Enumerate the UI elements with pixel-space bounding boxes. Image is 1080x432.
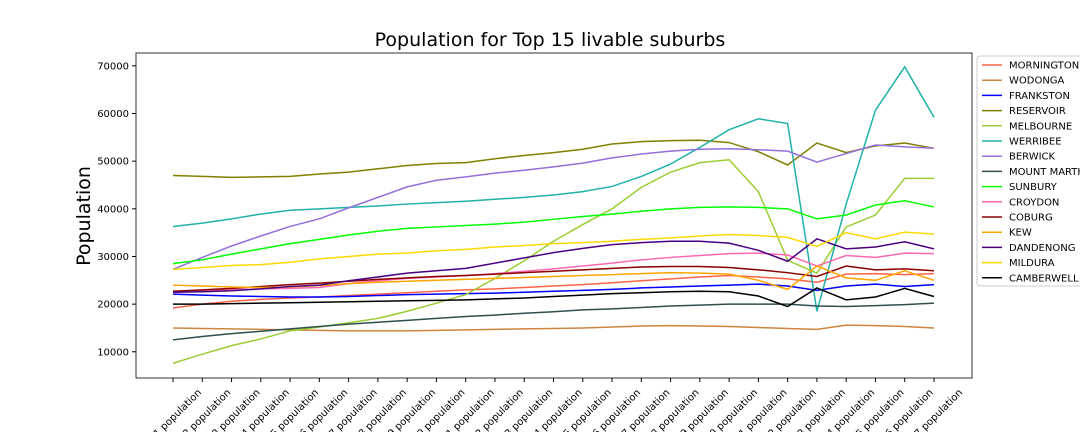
legend-label: COBURG: [1009, 213, 1053, 224]
series-line: [172, 65, 935, 312]
legend-label: CAMBERWELL: [1009, 273, 1079, 284]
y-tick-label: 10000: [97, 347, 129, 358]
series-line: [172, 302, 935, 341]
legend-label: RESERVOIR: [1009, 106, 1066, 117]
y-axis-label: Population: [73, 166, 95, 266]
series-line: [172, 265, 935, 293]
legend-frame: [976, 55, 1080, 287]
series-line: [172, 283, 935, 298]
legend-label: MOUNT MARTHA: [1009, 167, 1080, 178]
chart-title: Population for Top 15 livable suburbs: [375, 29, 726, 51]
legend-label: FRANKSTON: [1009, 91, 1070, 102]
legend-label: WODONGA: [1009, 76, 1065, 87]
y-tick-label: 30000: [97, 252, 129, 263]
series-line: [173, 287, 935, 308]
legend: MORNINGTON WODONGA FRANKSTON RESERVOIR MELBO…: [976, 55, 1080, 287]
legend-label: KEW: [1009, 228, 1032, 239]
legend-label: DANDENONG: [1009, 243, 1075, 254]
legend-label: BERWICK: [1009, 152, 1056, 163]
y-tick-label: 50000: [97, 157, 129, 168]
y-tick-label: 40000: [97, 204, 129, 215]
legend-label: MELBOURNE: [1009, 121, 1072, 132]
series-line: [172, 252, 935, 293]
series-line: [172, 158, 934, 364]
y-tick-label: 20000: [97, 300, 129, 311]
series-line: [172, 144, 935, 271]
series-line: [172, 238, 935, 293]
series-line: [172, 199, 935, 265]
legend-label: WERRIBEE: [1009, 137, 1062, 148]
y-tick-label: 70000: [97, 61, 129, 72]
series-line: [172, 231, 935, 271]
series-line: [172, 139, 935, 179]
y-tick-label: 60000: [97, 109, 129, 120]
legend-label: MILDURA: [1009, 258, 1055, 269]
series-line: [172, 324, 935, 332]
legend-label: MORNINGTON: [1009, 61, 1079, 72]
legend-label: CROYDON: [1009, 197, 1059, 208]
legend-label: SUNBURY: [1009, 182, 1058, 193]
